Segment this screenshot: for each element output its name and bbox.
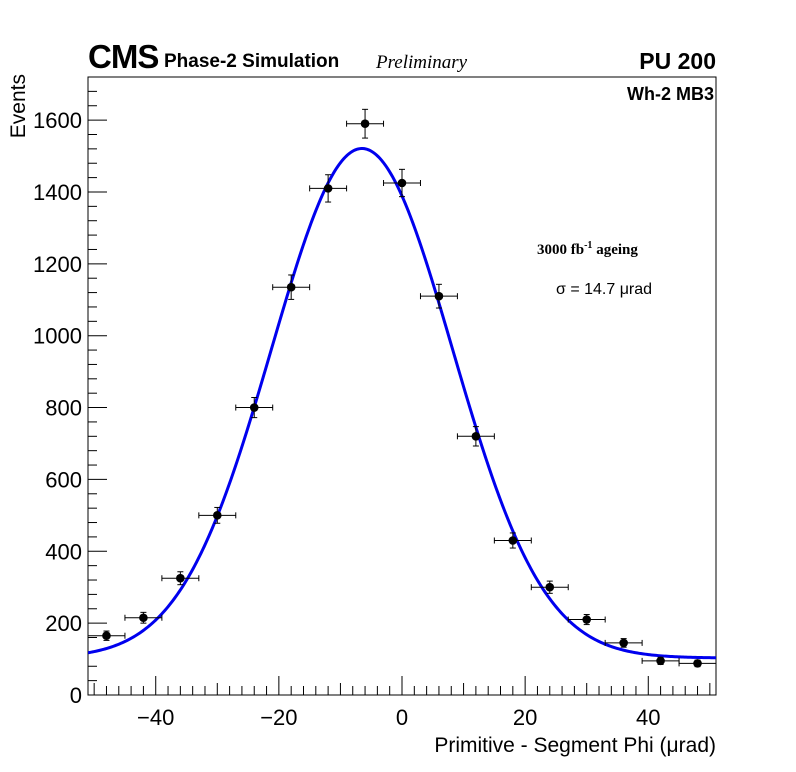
data-marker	[176, 573, 185, 583]
data-point	[530, 580, 569, 594]
status-label: Preliminary	[376, 52, 468, 73]
y-tick-label: 1200	[33, 252, 82, 277]
data-marker	[397, 178, 407, 188]
data-point	[493, 532, 532, 549]
ageing-prefix: 3000 fb	[537, 242, 585, 258]
data-marker	[323, 184, 333, 193]
x-tick-label: 40	[636, 705, 660, 730]
ageing-exponent: -1	[584, 240, 593, 251]
data-point	[124, 611, 163, 624]
ageing-label: 3000 fb-1 ageing	[537, 240, 638, 259]
y-tick-label: 400	[45, 539, 82, 564]
y-axis-title: Events	[7, 74, 30, 138]
y-tick-label: 1000	[33, 324, 82, 349]
data-marker	[286, 282, 296, 292]
y-tick-label: 1400	[33, 180, 82, 205]
data-marker	[656, 656, 665, 666]
data-points-layer	[87, 108, 717, 668]
data-point	[567, 614, 606, 626]
data-point	[272, 274, 311, 300]
data-marker	[619, 638, 628, 648]
data-point	[161, 571, 200, 586]
data-marker	[102, 631, 111, 641]
axis-labels-layer: −40 −20 0 20 4002004006008001000120014001600…	[7, 74, 716, 757]
y-tick-label: 800	[45, 396, 82, 421]
y-tick-label: 200	[45, 611, 82, 636]
data-marker	[212, 511, 222, 520]
data-marker	[693, 659, 702, 668]
data-point	[346, 108, 385, 139]
x-tick-label: −20	[260, 705, 297, 730]
data-marker	[434, 291, 444, 301]
data-point	[383, 168, 421, 198]
y-tick-label: 1600	[33, 108, 82, 133]
data-point	[678, 659, 717, 668]
data-point	[456, 426, 495, 447]
data-marker	[139, 613, 148, 623]
axis-ticks	[88, 76, 711, 696]
data-marker	[249, 403, 259, 412]
experiment-label: CMS	[88, 38, 159, 75]
data-point	[198, 506, 237, 524]
data-point	[309, 174, 348, 203]
data-marker	[582, 615, 592, 624]
data-marker	[360, 119, 370, 129]
x-tick-label: 0	[396, 705, 408, 730]
data-point	[87, 630, 126, 641]
simulation-label: Phase-2 Simulation	[164, 51, 340, 72]
x-axis-title: Primitive - Segment Phi (μrad)	[434, 734, 716, 757]
ageing-suffix: ageing	[592, 242, 638, 258]
y-tick-label: 600	[45, 467, 82, 492]
y-tick-label: 0	[70, 683, 82, 708]
data-marker	[545, 582, 555, 592]
sigma-label: σ = 14.7 μrad	[556, 281, 653, 298]
data-point	[235, 396, 274, 419]
x-tick-label: −40	[137, 705, 174, 730]
x-tick-label: 20	[513, 705, 537, 730]
station-label: Wh-2 MB3	[627, 84, 714, 104]
data-marker	[508, 536, 518, 545]
data-point	[419, 283, 458, 309]
data-marker	[471, 432, 481, 441]
data-point	[604, 638, 643, 648]
pileup-label: PU 200	[639, 48, 716, 74]
